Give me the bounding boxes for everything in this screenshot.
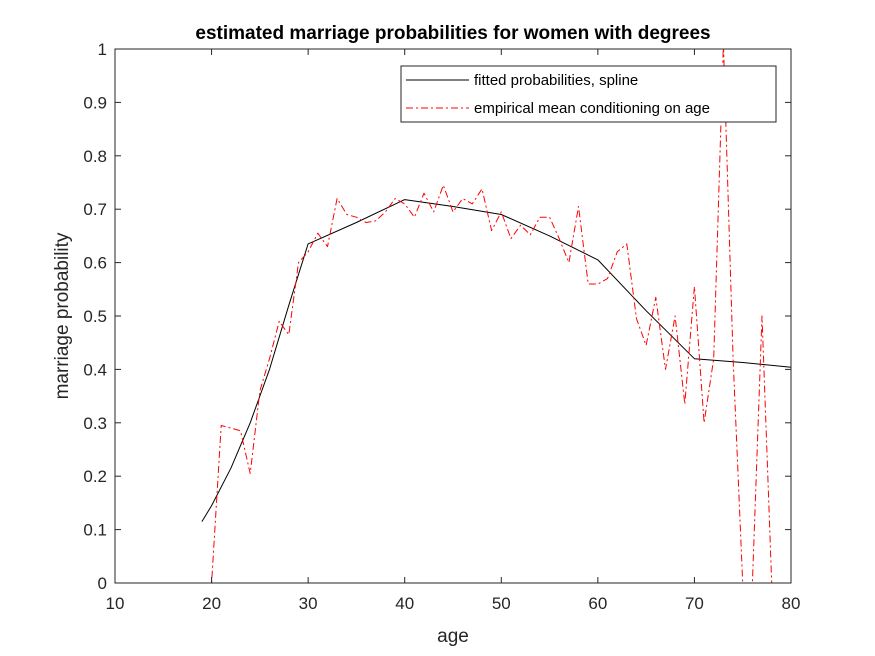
y-tick-label: 1 <box>98 40 107 59</box>
y-axis-title: marriage probability <box>52 232 73 399</box>
x-tick-label: 30 <box>299 594 318 613</box>
x-tick-label: 10 <box>106 594 125 613</box>
x-tick-label: 80 <box>782 594 801 613</box>
x-axis-title: age <box>437 626 469 647</box>
y-tick-label: 0.7 <box>83 200 107 219</box>
y-tick-label: 0 <box>98 574 107 593</box>
legend-label-empirical: empirical mean conditioning on age <box>474 100 710 117</box>
y-tick-label: 0.4 <box>83 360 107 379</box>
series-line-fitted <box>201 199 791 522</box>
y-tick-label: 0.3 <box>83 414 107 433</box>
tick-layer: 10 20 30 40 50 60 70 80 0 0.1 0.2 0.3 0.4 0.5 0.6 0.7 0.… <box>83 40 800 613</box>
y-tick-label: 0.9 <box>83 93 107 112</box>
y-tick-label: 0.2 <box>83 467 107 486</box>
legend: fitted probabilities, spline empirical m… <box>400 65 777 123</box>
y-tick-label: 0.6 <box>83 254 107 273</box>
chart-title: estimated marriage probabilities for wom… <box>195 23 710 44</box>
plot-area <box>115 49 791 583</box>
x-tick-label: 70 <box>685 594 704 613</box>
series-line-empirical <box>201 49 773 583</box>
x-tick-label: 60 <box>588 594 607 613</box>
x-tick-label: 40 <box>395 594 414 613</box>
y-tick-label: 0.1 <box>83 521 107 540</box>
x-tick-label: 20 <box>202 594 221 613</box>
y-tick-label: 0.5 <box>83 307 107 326</box>
x-tick-label: 50 <box>492 594 511 613</box>
series-layer <box>201 49 791 583</box>
legend-box <box>400 65 777 123</box>
y-tick-label: 0.8 <box>83 147 107 166</box>
legend-label-fitted: fitted probabilities, spline <box>474 72 638 89</box>
